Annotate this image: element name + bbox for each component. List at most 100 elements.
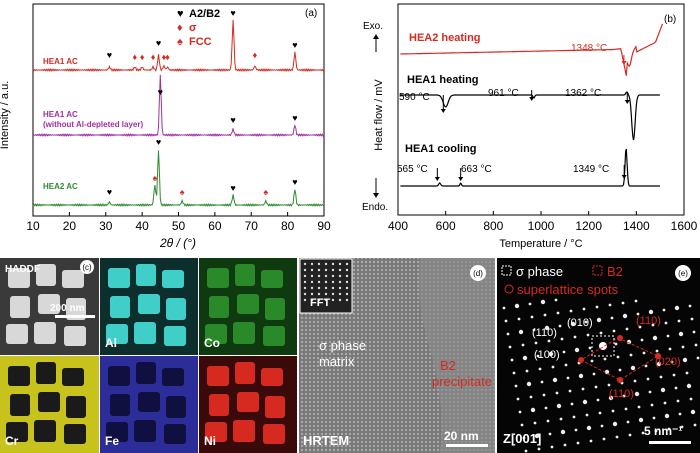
- diffraction-spot: [678, 412, 682, 416]
- x-tick-label: 30: [99, 219, 113, 233]
- scale-bar-5nm: [649, 441, 691, 444]
- precipitate-cube: [110, 394, 130, 416]
- diffraction-spot: [614, 342, 618, 346]
- fft-spot: [338, 298, 342, 302]
- fft-spot: [317, 286, 321, 290]
- precipitate-cube: [34, 322, 56, 344]
- diffraction-spot: [556, 403, 562, 409]
- diffraction-spot: [550, 445, 554, 449]
- annot-590: 590 °C: [399, 92, 430, 103]
- precipitate-cube: [106, 422, 128, 442]
- peak-marker: ♦: [162, 52, 167, 62]
- diffraction-spot: [641, 431, 645, 435]
- precipitate-cube: [209, 296, 229, 318]
- diffraction-spot: [595, 305, 599, 309]
- annot-1362: 1362 °C: [565, 88, 601, 99]
- precipitate-cube: [36, 362, 56, 384]
- legend-sigma-symbol: ♦: [177, 22, 183, 34]
- diffraction-spot: [674, 386, 678, 390]
- peak-marker: ♦: [165, 52, 170, 62]
- diffraction-spot: [514, 303, 520, 309]
- fft-spot: [345, 292, 349, 296]
- diffraction-spot: [682, 357, 688, 363]
- diffraction-spot: [555, 391, 559, 395]
- diffraction-spot: [506, 332, 510, 336]
- diffraction-spot: [525, 369, 529, 373]
- precipitate-cube: [62, 368, 84, 386]
- diffraction-spot: [652, 416, 656, 420]
- peak-marker: ♦: [253, 50, 258, 60]
- diffraction-spot: [560, 429, 566, 435]
- fft-spot: [303, 298, 307, 302]
- precipitate-cube: [162, 270, 184, 288]
- precipitate-cube: [207, 366, 229, 386]
- diffraction-spot: [540, 380, 544, 384]
- tile-label-haddf: HADDF: [5, 264, 40, 275]
- diffraction-spot: [573, 335, 577, 339]
- legend-b2-box: [592, 265, 603, 276]
- peak-marker: ♦: [140, 52, 145, 62]
- diffraction-spot: [544, 406, 548, 410]
- fft-label: FFT: [310, 297, 330, 309]
- fft-spot: [338, 268, 342, 272]
- diffraction-spot: [520, 423, 524, 427]
- fft-spot: [331, 286, 335, 290]
- fft-spot: [345, 268, 349, 272]
- diffraction-spot: [612, 329, 616, 333]
- precipitate-cube: [162, 368, 184, 386]
- fft-spot: [317, 274, 321, 278]
- annot-961: 961 °C: [488, 88, 519, 99]
- fft-spot: [303, 280, 307, 284]
- peak-marker: ♥: [230, 115, 235, 125]
- diffraction-spot: [562, 350, 566, 354]
- legend-fcc-label: FCC: [189, 36, 212, 48]
- diffraction-spot: [522, 436, 526, 440]
- panel-b: (b) Exo. Endo. Heat flow / mV HEA2 heati…: [362, 3, 698, 250]
- diffraction-spot: [586, 425, 592, 431]
- precipitate-cube: [8, 366, 30, 386]
- diffraction-spot: [666, 334, 670, 338]
- diffraction-spot: [516, 397, 520, 401]
- diffraction-spot: [576, 441, 580, 445]
- diffraction-spot: [646, 377, 650, 381]
- diffraction-spot: [540, 299, 546, 305]
- diffraction-spot: [544, 325, 550, 331]
- fft-spot: [324, 292, 328, 296]
- endo-arrowhead: [373, 193, 379, 198]
- b2-spot: [617, 335, 623, 341]
- diffraction-spot: [534, 341, 538, 345]
- zone-axis-label: Z[001]: [503, 431, 541, 446]
- fft-spot: [303, 262, 307, 266]
- diffraction-spot: [667, 427, 671, 431]
- event-arrowhead: [621, 61, 627, 65]
- diffraction-spot: [630, 365, 636, 371]
- diffraction-spot: [586, 333, 590, 337]
- diffraction-spot: [598, 411, 602, 415]
- fft-spot: [310, 262, 314, 266]
- sigma-matrix-label-2: matrix: [319, 354, 355, 369]
- diffraction-spot: [547, 339, 551, 343]
- diffraction-spot: [622, 394, 626, 398]
- fft-spot: [324, 262, 328, 266]
- annot-1348: 1348 °C: [571, 43, 607, 54]
- precipitate-cubes: [6, 264, 285, 444]
- diffraction-spot: [568, 389, 572, 393]
- diffraction-spot: [524, 449, 528, 453]
- diffraction-spot: [574, 428, 578, 432]
- scale-bar-200nm: [55, 315, 95, 318]
- diffraction-spot: [625, 327, 629, 331]
- diffraction-spot: [602, 437, 606, 441]
- precipitate-cube: [106, 324, 128, 344]
- fft-spot: [345, 280, 349, 284]
- diffraction-spot: [529, 395, 533, 399]
- diffraction-spot: [600, 424, 604, 428]
- diffraction-spot: [626, 339, 632, 345]
- b2-precipitate-label-2: precipitate: [432, 374, 492, 389]
- legend-b2: B2: [607, 264, 623, 279]
- fft-inset: [299, 258, 353, 314]
- diffraction-spot: [526, 381, 532, 387]
- tile-label-fe: Fe: [105, 434, 119, 448]
- diffraction-spot: [589, 439, 593, 443]
- diffraction-spot: [522, 355, 528, 361]
